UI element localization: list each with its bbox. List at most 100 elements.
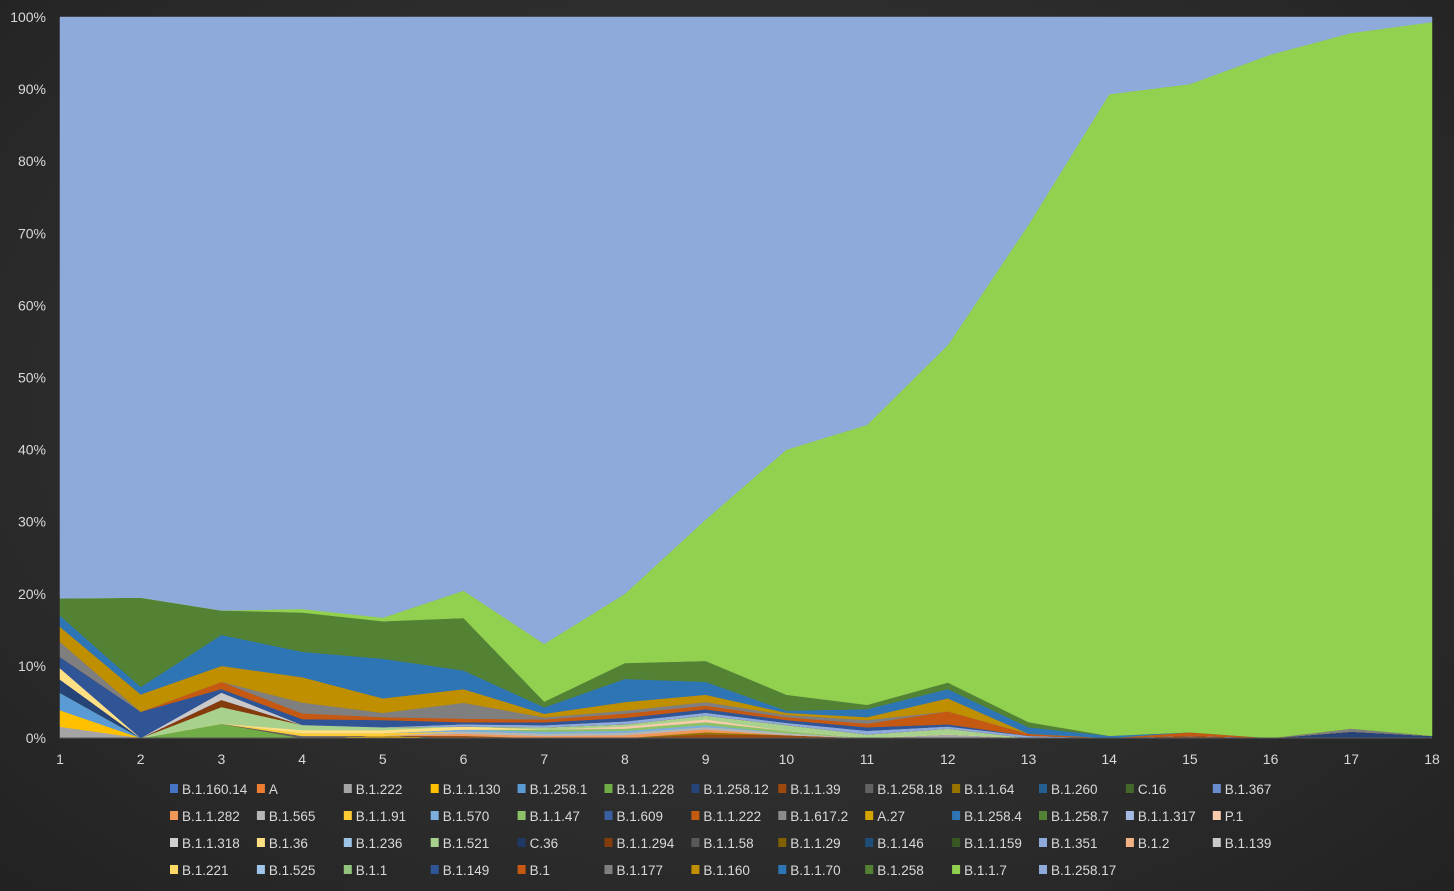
legend-item: C.36 xyxy=(517,836,558,851)
y-tick-label: 90% xyxy=(18,81,46,97)
legend-label: A.27 xyxy=(877,809,905,824)
legend-swatch xyxy=(430,865,439,874)
legend-label: B.1.1.29 xyxy=(790,836,840,851)
legend-swatch xyxy=(517,838,526,847)
y-tick-label: 30% xyxy=(18,514,46,530)
legend-swatch xyxy=(517,811,526,820)
legend-swatch xyxy=(517,784,526,793)
legend-item: B.1.570 xyxy=(430,809,490,824)
legend-item: B.1.1 xyxy=(343,863,387,878)
legend-swatch xyxy=(1039,865,1047,874)
legend-swatch xyxy=(1125,811,1134,820)
legend-item: B.1.525 xyxy=(256,863,315,878)
legend-item: B.1.367 xyxy=(1212,782,1272,797)
legend-swatch xyxy=(865,784,874,793)
chart-axes: 0%10%20%30%40%50%60%70%80%90%100%1 2 3 4 5 6 7… xyxy=(10,9,1440,767)
legend-swatch xyxy=(343,838,352,847)
legend-label: B.1.617.2 xyxy=(790,809,848,824)
legend-swatch xyxy=(604,838,613,847)
legend-item: B.1.2 xyxy=(1125,836,1169,851)
legend-label: B.1.1.39 xyxy=(790,782,840,797)
legend-item: C.16 xyxy=(1125,782,1166,797)
legend-swatch xyxy=(952,838,961,847)
y-tick-label: 60% xyxy=(18,297,46,313)
legend-item: B.1 xyxy=(517,863,550,878)
legend-item: B.1.160 xyxy=(691,863,750,878)
legend-swatch xyxy=(691,838,700,847)
legend-item: B.1.1.159 xyxy=(952,836,1022,851)
legend-label: P.1 xyxy=(1225,809,1244,824)
legend-swatch xyxy=(778,784,787,793)
legend-item: B.1.258.17 xyxy=(1039,863,1116,878)
legend-item: B.1.146 xyxy=(865,836,924,851)
chart-areas xyxy=(59,16,1433,739)
legend-label: B.1.1.294 xyxy=(617,836,675,851)
legend-swatch xyxy=(256,811,265,820)
legend-swatch xyxy=(1125,838,1134,847)
x-tick-label: 3 xyxy=(218,751,226,767)
legend-item: B.1.258.12 xyxy=(691,782,769,797)
legend-swatch xyxy=(778,865,787,874)
legend-swatch xyxy=(865,865,874,874)
legend-item: B.1.351 xyxy=(1039,836,1098,851)
y-tick-label: 20% xyxy=(18,586,46,602)
legend-label: B.1.1.58 xyxy=(703,836,753,851)
y-tick-label: 70% xyxy=(18,225,46,241)
x-tick-label: 5 xyxy=(379,751,387,767)
y-tick-label: 10% xyxy=(18,658,46,674)
legend-label: B.1.258.17 xyxy=(1051,863,1116,878)
legend-label: B.1.1.317 xyxy=(1138,809,1196,824)
x-tick-label: 12 xyxy=(940,751,956,767)
legend-swatch xyxy=(256,784,265,793)
legend-swatch xyxy=(778,811,787,820)
legend-swatch xyxy=(1212,838,1221,847)
x-tick-label: 10 xyxy=(779,751,795,767)
legend-swatch xyxy=(1125,784,1134,793)
legend-item: A.27 xyxy=(865,809,905,824)
legend-label: B.1.351 xyxy=(1051,836,1098,851)
legend-swatch xyxy=(256,838,265,847)
legend-swatch xyxy=(604,784,613,793)
legend-item: B.1.1.318 xyxy=(170,836,240,851)
legend-swatch xyxy=(952,784,961,793)
legend-label: B.1.177 xyxy=(617,863,664,878)
x-tick-label: 16 xyxy=(1263,751,1279,767)
legend-item: B.1.258 xyxy=(865,863,924,878)
legend-swatch xyxy=(430,811,439,820)
legend-label: B.1.1.130 xyxy=(443,782,501,797)
y-tick-label: 0% xyxy=(26,730,46,746)
legend-label: B.1.1.70 xyxy=(790,863,840,878)
legend-label: B.1.1.159 xyxy=(964,836,1022,851)
legend-label: B.1.1.282 xyxy=(182,809,240,824)
legend-label: B.1 xyxy=(530,863,550,878)
legend-item: B.1.1.47 xyxy=(517,809,580,824)
legend-item: B.1.258.1 xyxy=(517,782,587,797)
legend-swatch xyxy=(343,811,352,820)
legend-swatch xyxy=(517,865,526,874)
legend-label: B.1.570 xyxy=(443,809,490,824)
x-tick-label: 17 xyxy=(1344,751,1360,767)
x-tick-label: 9 xyxy=(702,751,710,767)
legend-label: B.1.149 xyxy=(443,863,490,878)
legend-swatch xyxy=(170,865,178,874)
legend-item: B.1.236 xyxy=(343,836,402,851)
legend-label: B.1.1.91 xyxy=(356,809,406,824)
x-tick-label: 1 xyxy=(56,751,64,767)
x-tick-label: 6 xyxy=(460,751,468,767)
legend-swatch xyxy=(430,838,439,847)
x-tick-label: 8 xyxy=(621,751,629,767)
legend-swatch xyxy=(343,784,352,793)
legend-item: B.1.565 xyxy=(256,809,315,824)
legend-label: B.1.367 xyxy=(1225,782,1272,797)
legend-item: B.1.1.228 xyxy=(604,782,675,797)
legend-swatch xyxy=(691,811,700,820)
legend-label: B.1.36 xyxy=(269,836,308,851)
legend-item: B.1.258.7 xyxy=(1039,809,1109,824)
legend-swatch xyxy=(1212,784,1221,793)
legend-item: B.1.160.14 xyxy=(170,782,248,797)
legend-item: B.1.1.39 xyxy=(778,782,841,797)
legend-label: B.1.1.228 xyxy=(617,782,675,797)
legend-swatch xyxy=(170,811,178,820)
legend-item: B.1.177 xyxy=(604,863,664,878)
y-tick-label: 40% xyxy=(18,442,46,458)
